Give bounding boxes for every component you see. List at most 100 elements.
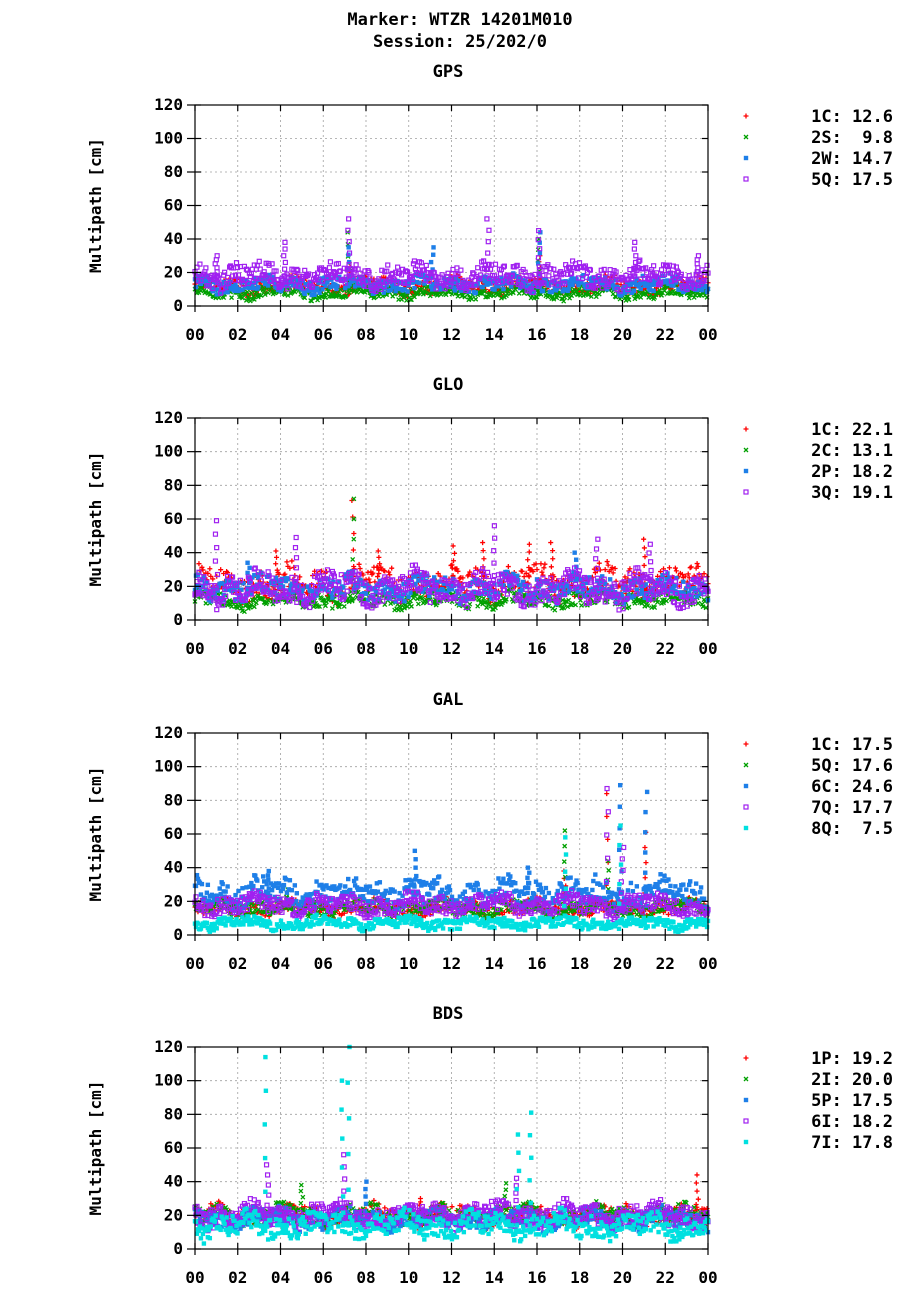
legend-item-5p: 5P: 17.5 [744,1091,893,1111]
legend-label: 5Q: 17.6 [811,756,893,776]
x-tick-label: 16 [527,1268,546,1287]
x-tick-label: 10 [399,954,418,973]
y-tick-label: 20 [164,263,183,282]
x-tick-label: 22 [656,639,675,658]
x-tick-label: 18 [570,639,589,658]
x-tick-label: 14 [485,954,504,973]
x-tick-label: 04 [271,639,290,658]
y-axis-label: Multipath [cm] [86,138,105,273]
x-tick-label: 16 [527,954,546,973]
x-tick-label: 00 [185,325,204,344]
legend-marker [744,1056,749,1061]
y-tick-label: 100 [154,1071,183,1090]
session-title: Session: 25/202/0 [373,32,547,52]
data-points [193,1045,711,1246]
y-tick-label: 60 [164,824,183,843]
legend-item-2w: 2W: 14.7 [744,149,893,169]
y-tick-label: 0 [173,610,183,629]
x-tick-label: 20 [613,325,632,344]
legend-marker [744,1140,748,1144]
legend-item-1p: 1P: 19.2 [744,1049,894,1069]
legend-label: 1P: 19.2 [811,1049,893,1069]
legend-item-2i: 2I: 20.0 [744,1070,893,1090]
legend-label: 3Q: 19.1 [811,483,893,503]
legend-marker [744,805,748,809]
y-tick-label: 80 [164,162,183,181]
y-tick-label: 40 [164,229,183,248]
x-tick-label: 16 [527,325,546,344]
panel-title: GAL [433,690,464,710]
legend-label: 2P: 18.2 [811,462,893,482]
legend-marker [744,826,748,830]
x-tick-label: 02 [228,639,247,658]
x-tick-label: 04 [271,325,290,344]
x-tick-label: 20 [613,639,632,658]
legend-item-7i: 7I: 17.8 [744,1133,893,1153]
legend-item-1c: 1C: 17.5 [744,735,894,755]
y-tick-label: 20 [164,1205,183,1224]
y-axis-label: Multipath [cm] [86,1081,105,1216]
legend-item-1c: 1C: 22.1 [744,420,894,440]
x-tick-label: 12 [442,639,461,658]
legend-marker [744,156,748,160]
legend-marker [744,469,748,473]
y-tick-label: 100 [154,442,183,461]
x-tick-label: 00 [698,1268,717,1287]
y-tick-label: 100 [154,757,183,776]
legend-item-3q: 3Q: 19.1 [744,483,893,503]
y-tick-label: 60 [164,1138,183,1157]
y-tick-label: 0 [173,296,183,315]
legend-label: 6C: 24.6 [811,777,893,797]
legend-item-2c: 2C: 13.1 [744,441,893,461]
x-tick-label: 20 [613,954,632,973]
legend-label: 2I: 20.0 [811,1070,893,1090]
y-tick-label: 20 [164,576,183,595]
x-tick-label: 12 [442,1268,461,1287]
legend-label: 7I: 17.8 [811,1133,893,1153]
legend-label: 5P: 17.5 [811,1091,893,1111]
y-tick-label: 120 [154,1037,183,1056]
legend-item-2s: 2S: 9.8 [744,128,893,148]
legend-label: 2C: 13.1 [811,441,893,461]
x-tick-label: 12 [442,325,461,344]
x-tick-label: 08 [356,639,375,658]
x-tick-label: 00 [698,325,717,344]
x-tick-label: 08 [356,1268,375,1287]
y-axis-label: Multipath [cm] [86,452,105,587]
legend-item-6c: 6C: 24.6 [744,777,893,797]
legend-label: 7Q: 17.7 [811,798,893,818]
legend-item-6i: 6I: 18.2 [744,1112,893,1132]
legend-marker [744,784,748,788]
x-tick-label: 00 [698,639,717,658]
y-tick-label: 40 [164,1172,183,1191]
y-tick-label: 40 [164,543,183,562]
x-tick-label: 14 [485,1268,504,1287]
legend-item-5q: 5Q: 17.6 [744,756,893,776]
panel-title: BDS [433,1004,464,1024]
legend: 1C: 12.62S: 9.82W: 14.75Q: 17.5 [744,107,894,190]
x-tick-label: 08 [356,325,375,344]
x-tick-label: 10 [399,325,418,344]
legend-label: 2W: 14.7 [811,149,893,169]
x-tick-label: 18 [570,325,589,344]
legend-marker [744,490,748,494]
x-tick-label: 22 [656,325,675,344]
legend-marker [744,742,749,747]
legend-label: 5Q: 17.5 [811,170,893,190]
x-tick-label: 10 [399,1268,418,1287]
legend-label: 8Q: 7.5 [811,819,893,839]
x-tick-label: 08 [356,954,375,973]
legend-label: 1C: 17.5 [811,735,893,755]
y-tick-label: 20 [164,891,183,910]
legend-marker [744,1077,748,1081]
legend: 1P: 19.22I: 20.05P: 17.56I: 18.27I: 17.8 [744,1049,894,1153]
x-tick-label: 06 [314,1268,333,1287]
y-tick-label: 120 [154,723,183,742]
legend-label: 6I: 18.2 [811,1112,893,1132]
y-tick-label: 100 [154,129,183,148]
